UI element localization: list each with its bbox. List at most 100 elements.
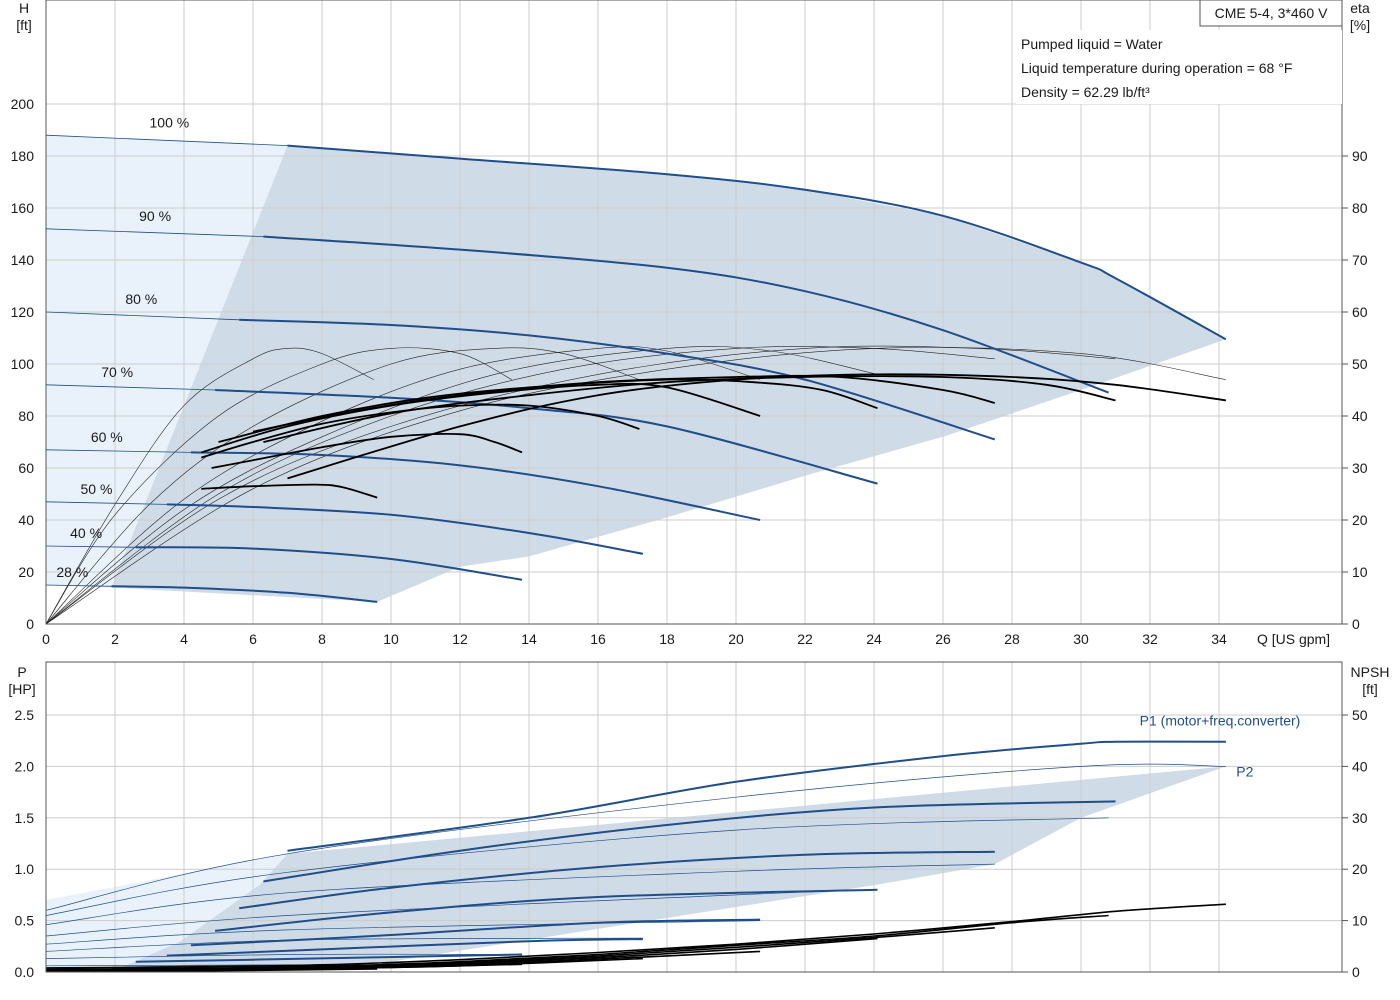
npsh-curve (45, 968, 378, 973)
q-tick-label: 0 (42, 631, 50, 647)
q-tick-label: 14 (521, 631, 537, 647)
npsh-axis-title: NPSH (1351, 664, 1390, 680)
speed-label: 80 % (125, 291, 157, 307)
eta-thin-curve (45, 347, 374, 625)
p2-curve (45, 953, 523, 959)
eta-tick-label: 0 (1352, 616, 1360, 632)
p1-curve (166, 938, 643, 957)
q-tick-label: 12 (452, 631, 468, 647)
h-tick-label: 140 (11, 252, 35, 268)
eta-tick-label: 30 (1352, 460, 1368, 476)
power-light-area (46, 853, 288, 972)
speed-label: 100 % (150, 114, 190, 130)
speed-curve (135, 546, 523, 581)
speed-curve-extension (45, 584, 112, 587)
speed-curve-extension (45, 545, 136, 548)
h-tick-label: 0 (26, 616, 34, 632)
eta-thin-curve (45, 347, 512, 625)
npsh-tick-label: 10 (1352, 913, 1368, 929)
speed-curve (239, 318, 996, 441)
eta-thin-curve (45, 347, 640, 625)
p-tick-label: 1.0 (15, 861, 35, 877)
h-axis-title: H (19, 0, 29, 16)
p1-curve (214, 888, 878, 932)
eta-curve (201, 483, 378, 499)
p2-curve (45, 863, 995, 926)
p1-curve (190, 918, 761, 947)
q-tick-label: 10 (383, 631, 399, 647)
q-tick-label: 16 (590, 631, 606, 647)
p-axis-unit: [HP] (8, 681, 35, 697)
eta-thin-curve (45, 346, 761, 625)
q-tick-label: 2 (111, 631, 119, 647)
q-tick-label: 20 (728, 631, 744, 647)
eta-tick-label: 40 (1352, 408, 1368, 424)
eta-axis-title: eta (1350, 0, 1370, 16)
chart-note: Liquid temperature during operation = 68… (1021, 60, 1292, 76)
p2-series-label: P2 (1236, 764, 1253, 780)
p-tick-label: 1.5 (15, 810, 35, 826)
npsh-axis-unit: [ft] (1362, 681, 1378, 697)
q-tick-label: 18 (659, 631, 675, 647)
q-tick-label: 22 (797, 631, 813, 647)
speed-label: 90 % (139, 208, 171, 224)
h-tick-label: 100 (11, 356, 35, 372)
h-tick-label: 120 (11, 304, 35, 320)
p1-curve (135, 953, 523, 963)
speed-curve-extension (45, 311, 240, 321)
eta-curve (201, 382, 761, 454)
q-tick-label: 28 (1004, 631, 1020, 647)
h-tick-label: 20 (18, 564, 34, 580)
p1-series-label: P1 (motor+freq.converter) (1140, 712, 1301, 728)
speed-curve (263, 235, 1109, 394)
npsh-tick-label: 30 (1352, 810, 1368, 826)
chart-title: CME 5-4, 3*460 V (1215, 5, 1328, 21)
p1-curve (239, 850, 995, 910)
eta-tick-label: 80 (1352, 200, 1368, 216)
eta-curve (211, 433, 523, 469)
h-tick-label: 160 (11, 200, 35, 216)
p2-curve (45, 920, 761, 945)
eta-thin-curve (45, 347, 1226, 625)
notes-box (1016, 30, 1342, 104)
lower-plot-frame (45, 661, 1343, 973)
npsh-curve (45, 903, 1226, 969)
npsh-tick-label: 50 (1352, 707, 1368, 723)
eta-curve (263, 375, 1116, 443)
p1-curve (287, 740, 1226, 852)
p-tick-label: 2.0 (15, 758, 35, 774)
eta-tick-label: 20 (1352, 512, 1368, 528)
speed-curve-extension (45, 449, 191, 453)
npsh-tick-label: 40 (1352, 758, 1368, 774)
speed-curve (190, 451, 761, 521)
q-tick-label: 24 (866, 631, 882, 647)
eta-thin-curve (45, 346, 995, 625)
chart-note: Pumped liquid = Water (1021, 36, 1163, 52)
eta-curve (287, 373, 1227, 480)
p1-curve (263, 800, 1116, 883)
eta-axis-unit: [%] (1350, 17, 1370, 33)
speed-curve (111, 585, 378, 603)
p2-curve (45, 763, 1226, 911)
q-axis-title: Q [US gpm] (1257, 631, 1330, 647)
q-tick-label: 30 (1073, 631, 1089, 647)
eta-tick-label: 70 (1352, 252, 1368, 268)
speed-curve (166, 503, 644, 555)
h-tick-label: 80 (18, 408, 34, 424)
eta-light-area (46, 135, 288, 588)
speed-label: 50 % (81, 481, 113, 497)
p-axis-title: P (17, 664, 26, 680)
q-tick-label: 4 (180, 631, 188, 647)
eta-tick-label: 10 (1352, 564, 1368, 580)
speed-label: 40 % (70, 525, 102, 541)
q-tick-label: 32 (1142, 631, 1158, 647)
p2-curve (45, 817, 1109, 916)
speed-curve-extension (45, 384, 216, 391)
h-tick-label: 200 (11, 96, 35, 112)
p-tick-label: 0.0 (15, 964, 35, 980)
q-tick-label: 6 (249, 631, 257, 647)
eta-tick-label: 60 (1352, 304, 1368, 320)
speed-label: 70 % (101, 364, 133, 380)
speed-curve-extension (45, 501, 167, 505)
